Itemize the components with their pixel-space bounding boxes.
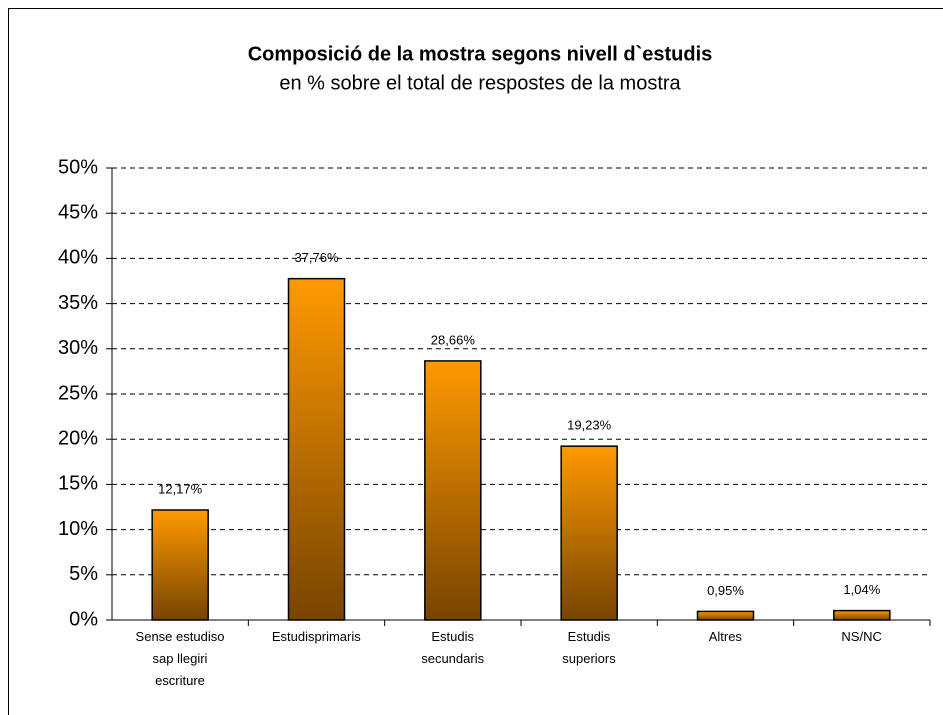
data-label: 28,66% xyxy=(431,332,476,347)
data-label: 0,95% xyxy=(707,583,744,598)
x-tick-label: Estudis secundaris xyxy=(421,629,485,666)
y-tick-label: 40% xyxy=(58,247,98,269)
bar xyxy=(833,609,891,621)
y-tick-label: 15% xyxy=(58,473,98,495)
y-tick-label: 35% xyxy=(58,292,98,314)
bar xyxy=(560,445,618,621)
chart-subtitle: en % sobre el total de respostes de la m… xyxy=(279,72,681,94)
data-label: 19,23% xyxy=(567,418,612,433)
chart-border xyxy=(8,8,943,715)
y-tick-label: 50% xyxy=(58,156,98,178)
y-tick-label: 5% xyxy=(69,563,98,585)
y-tick-label: 20% xyxy=(58,427,98,449)
x-tick-label: Altres xyxy=(708,629,742,644)
data-label: 1,04% xyxy=(843,582,880,597)
y-tick-label: 30% xyxy=(58,337,98,359)
y-tick-label: 45% xyxy=(58,201,98,223)
y-tick-label: 25% xyxy=(58,382,98,404)
x-tick-label: Estudisprimaris xyxy=(271,629,361,644)
bar xyxy=(287,277,346,621)
y-tick-label: 10% xyxy=(58,518,98,540)
data-label: 12,17% xyxy=(158,481,203,496)
bar xyxy=(696,610,755,621)
data-label: 37,76% xyxy=(294,250,339,265)
chart-title: Composició de la mostra segons nivell d`… xyxy=(248,43,713,65)
x-tick-label: Estudis superiors xyxy=(562,629,616,666)
x-tick-label: Sense estudiso sap llegiri escriture xyxy=(135,629,225,688)
y-tick-label: 0% xyxy=(69,608,98,630)
x-tick-label: NS/NC xyxy=(841,629,882,644)
bar xyxy=(151,509,209,621)
bar xyxy=(424,360,482,621)
